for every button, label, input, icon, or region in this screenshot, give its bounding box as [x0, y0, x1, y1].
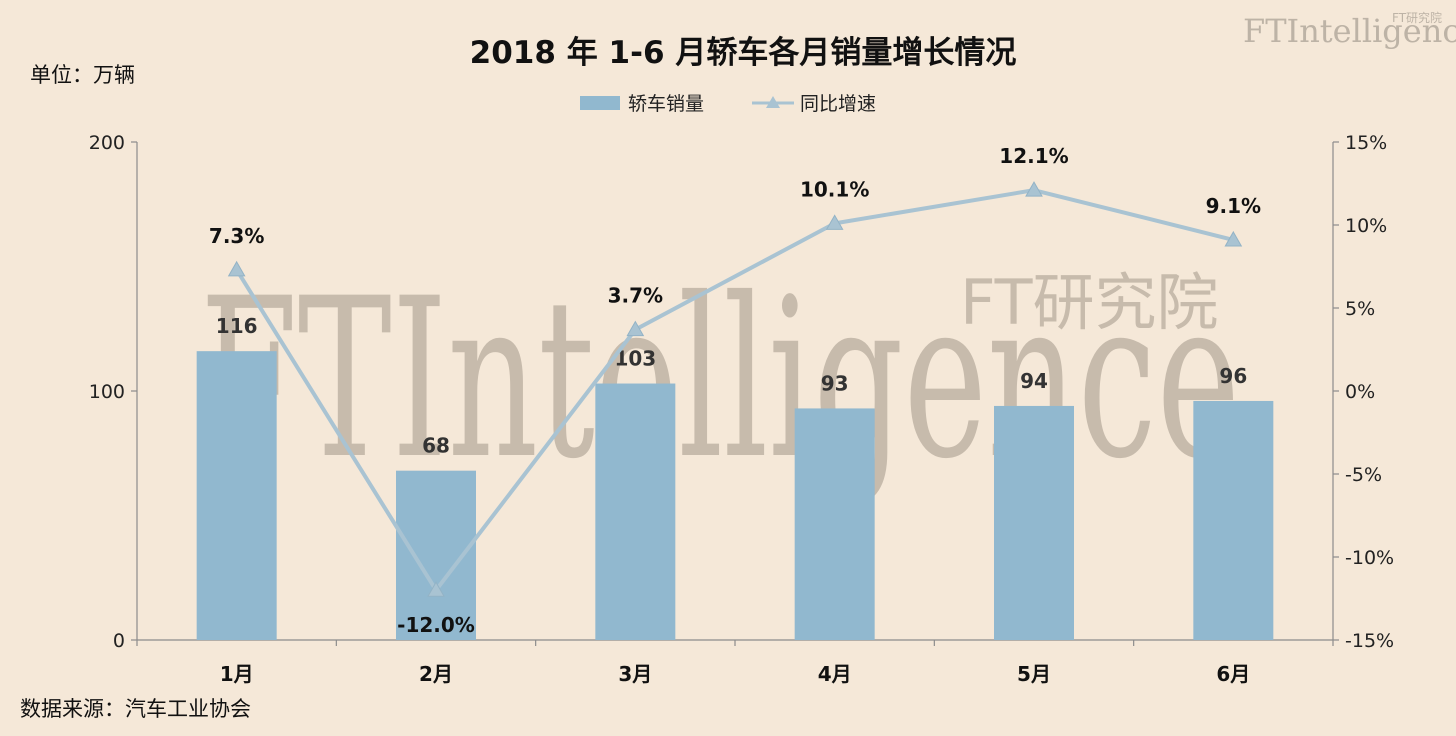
- right-tick-label: -5%: [1345, 464, 1382, 486]
- x-tick-label: 5月: [1017, 662, 1051, 686]
- watermark: FTIntelligence FT研究院 FTIntelligence FT研究…: [200, 10, 1456, 507]
- line-marker: [1224, 230, 1243, 247]
- chart-title: 2018 年 1-6 月轿车各月销量增长情况: [470, 35, 1017, 71]
- line-marker: [427, 581, 445, 597]
- left-tick-label: 100: [89, 381, 125, 403]
- bar: [595, 383, 676, 640]
- right-tick-label: 15%: [1345, 132, 1387, 154]
- x-tick-label: 3月: [618, 662, 652, 686]
- legend-bar-label: 轿车销量: [628, 93, 704, 115]
- watermark-brand-cn: FT研究院: [960, 266, 1218, 339]
- corner-watermark-brand: FTIntelligence: [1243, 12, 1456, 50]
- line-marker: [825, 214, 844, 230]
- line-value-label: 3.7%: [608, 284, 663, 308]
- bar-value-label: 116: [216, 314, 258, 338]
- line-value-label: 10.1%: [800, 177, 869, 201]
- left-tick-label: 0: [113, 630, 125, 652]
- line-value-label: 9.1%: [1206, 194, 1261, 218]
- bar: [794, 408, 875, 640]
- x-tick-label: 4月: [818, 662, 852, 686]
- legend-line-label: 同比增速: [800, 93, 876, 115]
- bar: [994, 405, 1074, 640]
- bar-value-label: 93: [821, 371, 849, 395]
- right-tick-label: -10%: [1345, 547, 1394, 569]
- right-tick-label: -15%: [1345, 630, 1394, 652]
- legend-bar-swatch: [580, 96, 620, 110]
- source-label: 数据来源：汽车工业协会: [20, 697, 251, 721]
- line-value-label: 12.1%: [999, 144, 1068, 168]
- right-tick-label: 0%: [1345, 381, 1375, 403]
- line-value-label: 7.3%: [209, 224, 264, 248]
- legend: 轿车销量 同比增速: [580, 93, 876, 115]
- x-tick-label: 1月: [220, 662, 254, 686]
- right-tick-label: 10%: [1345, 215, 1387, 237]
- line-data-labels: 7.3% -12.0% 3.7% 10.1% 12.1% 9.1%: [209, 144, 1261, 637]
- line-marker: [227, 260, 246, 277]
- growth-line: [234, 188, 1234, 593]
- left-tick-label: 200: [89, 132, 125, 154]
- bar-value-label: 96: [1219, 364, 1247, 388]
- x-axis-ticks: 1月 2月 3月 4月 5月 6月: [136, 640, 1334, 686]
- corner-watermark-cn: FT研究院: [1392, 10, 1442, 25]
- bar-value-label: 68: [422, 434, 450, 458]
- x-tick-label: 6月: [1216, 662, 1250, 686]
- unit-label: 单位：万辆: [30, 63, 135, 87]
- x-tick-label: 2月: [419, 662, 453, 686]
- line-marker: [1025, 181, 1043, 197]
- left-axis-ticks: 0 100 200: [89, 132, 137, 652]
- right-axis-ticks: 15% 10% 5% 0% -5% -10% -15%: [1333, 132, 1394, 652]
- bar: [1193, 400, 1274, 640]
- line-marker: [626, 320, 645, 337]
- bar: [196, 351, 277, 640]
- right-tick-label: 5%: [1345, 298, 1375, 320]
- bar-series: [196, 351, 1274, 640]
- bar-value-label: 94: [1020, 369, 1048, 393]
- line-value-label: -12.0%: [397, 613, 475, 637]
- line-series: [227, 181, 1243, 597]
- legend-line-marker: [766, 96, 780, 108]
